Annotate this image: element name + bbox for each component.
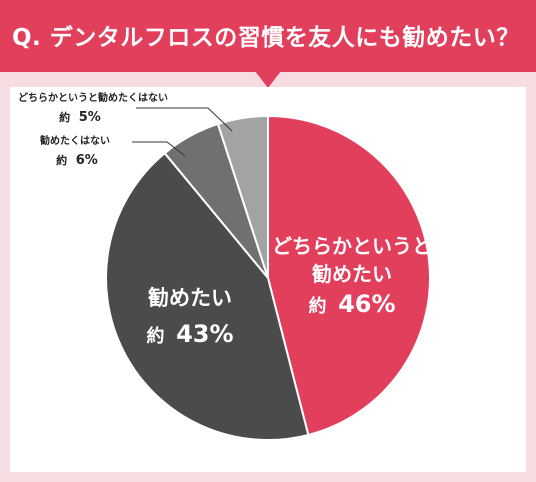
label-not-recommend-somewhat-line1: どちらかというと勧めたくはない: [18, 91, 168, 104]
label-recommend-somewhat-line1: どちらかというと: [272, 234, 432, 258]
label-not-recommend-value: 約 6%: [56, 149, 98, 168]
label-not-recommend-line1: 勧めたくはない: [40, 134, 110, 147]
question-header: Q. デンタルフロスの習慣を友人にも勧めたい？: [0, 0, 536, 72]
pie-slices: [105, 114, 431, 441]
header-pointer: [255, 71, 281, 88]
label-not-recommend: 勧めたくはない 約 6%: [40, 134, 110, 168]
label-value: 46%: [338, 290, 395, 318]
label-recommend: 勧めたい 約 43%: [146, 286, 233, 348]
label-prefix: 約: [59, 110, 70, 124]
slice-recommend: [105, 151, 310, 441]
label-recommend-somewhat-value: 約 46%: [308, 290, 395, 318]
label-recommend-somewhat: どちらかというと 勧めたい 約 46%: [272, 234, 432, 318]
label-prefix: 約: [56, 153, 67, 167]
label-prefix: 約: [308, 295, 326, 317]
slice-recommend-somewhat: [267, 114, 431, 437]
leader-line-5pct: [136, 107, 233, 132]
label-recommend-value: 約 43%: [146, 320, 233, 348]
label-not-recommend-somewhat: どちらかというと勧めたくはない 約 5%: [18, 91, 168, 125]
question-title: Q. デンタルフロスの習慣を友人にも勧めたい？: [12, 25, 520, 51]
label-value: 43%: [176, 320, 233, 348]
label-value: 6%: [76, 153, 98, 168]
label-recommend-line1: 勧めたい: [147, 286, 232, 310]
slice-not-recommend-somewhat: [216, 114, 269, 279]
label-prefix: 約: [146, 325, 164, 347]
label-value: 5%: [79, 110, 101, 125]
label-not-recommend-somewhat-value: 約 5%: [59, 106, 101, 125]
leader-line-6pct: [132, 141, 186, 157]
label-recommend-somewhat-line2: 勧めたい: [312, 262, 392, 286]
